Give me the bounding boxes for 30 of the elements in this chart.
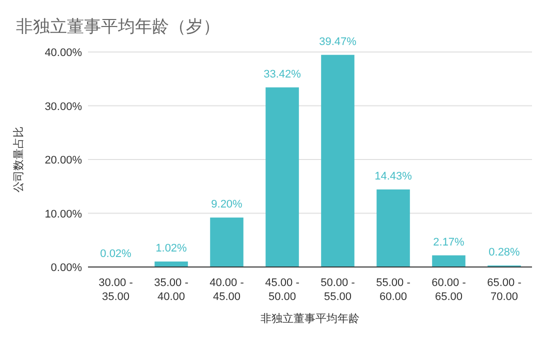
data-label: 0.02%	[100, 248, 132, 260]
bar	[376, 189, 410, 267]
data-label: 1.02%	[156, 242, 188, 255]
bar	[154, 262, 188, 267]
data-label: 14.43%	[374, 170, 412, 182]
data-label: 0.28%	[488, 246, 520, 258]
bar	[210, 218, 244, 267]
y-axis-title: 公司数量占比	[12, 126, 25, 192]
x-tick-label: 40.00 - 45.00	[210, 277, 244, 303]
bar	[432, 255, 466, 267]
x-tick-label: 45.00 - 50.00	[265, 277, 300, 303]
x-tick-label: 30.00 - 35.00	[98, 277, 134, 303]
x-tick-label: 60.00 - 65.00	[432, 277, 466, 303]
x-tick-label: 55.00 - 60.00	[376, 277, 411, 303]
data-label: 2.17%	[433, 236, 465, 248]
x-tick-label: 35.00 - 40.00	[154, 277, 189, 303]
y-tick-label: 40.00%	[44, 47, 82, 59]
y-tick-label: 10.00%	[44, 208, 82, 220]
data-label: 39.47%	[319, 36, 357, 48]
bar	[321, 54, 354, 267]
y-tick-label: 0.00%	[50, 262, 82, 274]
chart-title: 非独立董事平均年龄（岁）	[16, 17, 220, 36]
data-label: 33.42%	[264, 68, 302, 80]
x-axis-title: 非独立董事平均年龄	[260, 312, 360, 325]
data-label: 9.20%	[211, 198, 243, 211]
y-tick-label: 30.00%	[44, 100, 82, 113]
x-tick-label: 65.00 - 70.00	[487, 277, 522, 303]
y-tick-label: 20.00%	[44, 154, 82, 166]
bar	[266, 87, 299, 267]
x-tick-label: 50.00 - 55.00	[320, 277, 356, 303]
